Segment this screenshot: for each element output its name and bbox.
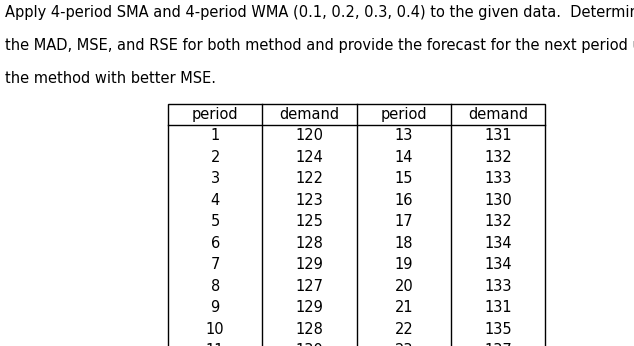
Text: 137: 137	[484, 343, 512, 346]
Text: the MAD, MSE, and RSE for both method and provide the forecast for the next peri: the MAD, MSE, and RSE for both method an…	[5, 38, 634, 53]
Text: 130: 130	[484, 193, 512, 208]
Text: 3: 3	[210, 171, 220, 186]
Text: demand: demand	[468, 107, 528, 122]
Text: 130: 130	[295, 343, 323, 346]
Text: 17: 17	[394, 214, 413, 229]
Text: 1: 1	[210, 128, 220, 144]
Text: the method with better MSE.: the method with better MSE.	[5, 71, 216, 86]
Text: 127: 127	[295, 279, 323, 294]
Text: 18: 18	[394, 236, 413, 251]
Text: 11: 11	[206, 343, 224, 346]
Text: 131: 131	[484, 300, 512, 315]
Text: 123: 123	[295, 193, 323, 208]
Text: period: period	[380, 107, 427, 122]
Text: 129: 129	[295, 300, 323, 315]
Text: 122: 122	[295, 171, 323, 186]
Text: 23: 23	[394, 343, 413, 346]
Text: 20: 20	[394, 279, 413, 294]
Text: 120: 120	[295, 128, 323, 144]
Text: 8: 8	[210, 279, 220, 294]
Text: Apply 4-period SMA and 4-period WMA (0.1, 0.2, 0.3, 0.4) to the given data.  Det: Apply 4-period SMA and 4-period WMA (0.1…	[5, 5, 634, 20]
Text: 124: 124	[295, 150, 323, 165]
Text: 132: 132	[484, 214, 512, 229]
Text: 134: 134	[484, 257, 512, 272]
Text: 5: 5	[210, 214, 220, 229]
Text: 133: 133	[484, 279, 512, 294]
Text: 21: 21	[394, 300, 413, 315]
Text: 19: 19	[394, 257, 413, 272]
Text: 9: 9	[210, 300, 220, 315]
Text: demand: demand	[280, 107, 340, 122]
Text: 4: 4	[210, 193, 220, 208]
Text: 128: 128	[295, 236, 323, 251]
Text: 132: 132	[484, 150, 512, 165]
Text: 7: 7	[210, 257, 220, 272]
Text: 129: 129	[295, 257, 323, 272]
Text: period: period	[192, 107, 238, 122]
Text: 134: 134	[484, 236, 512, 251]
Text: 125: 125	[295, 214, 323, 229]
Text: 133: 133	[484, 171, 512, 186]
Text: 6: 6	[210, 236, 220, 251]
Text: 13: 13	[394, 128, 413, 144]
Text: 128: 128	[295, 321, 323, 337]
Text: 10: 10	[206, 321, 224, 337]
Text: 2: 2	[210, 150, 220, 165]
Text: 14: 14	[394, 150, 413, 165]
Text: 16: 16	[394, 193, 413, 208]
Text: 22: 22	[394, 321, 413, 337]
Text: 15: 15	[394, 171, 413, 186]
Text: 135: 135	[484, 321, 512, 337]
Text: 131: 131	[484, 128, 512, 144]
